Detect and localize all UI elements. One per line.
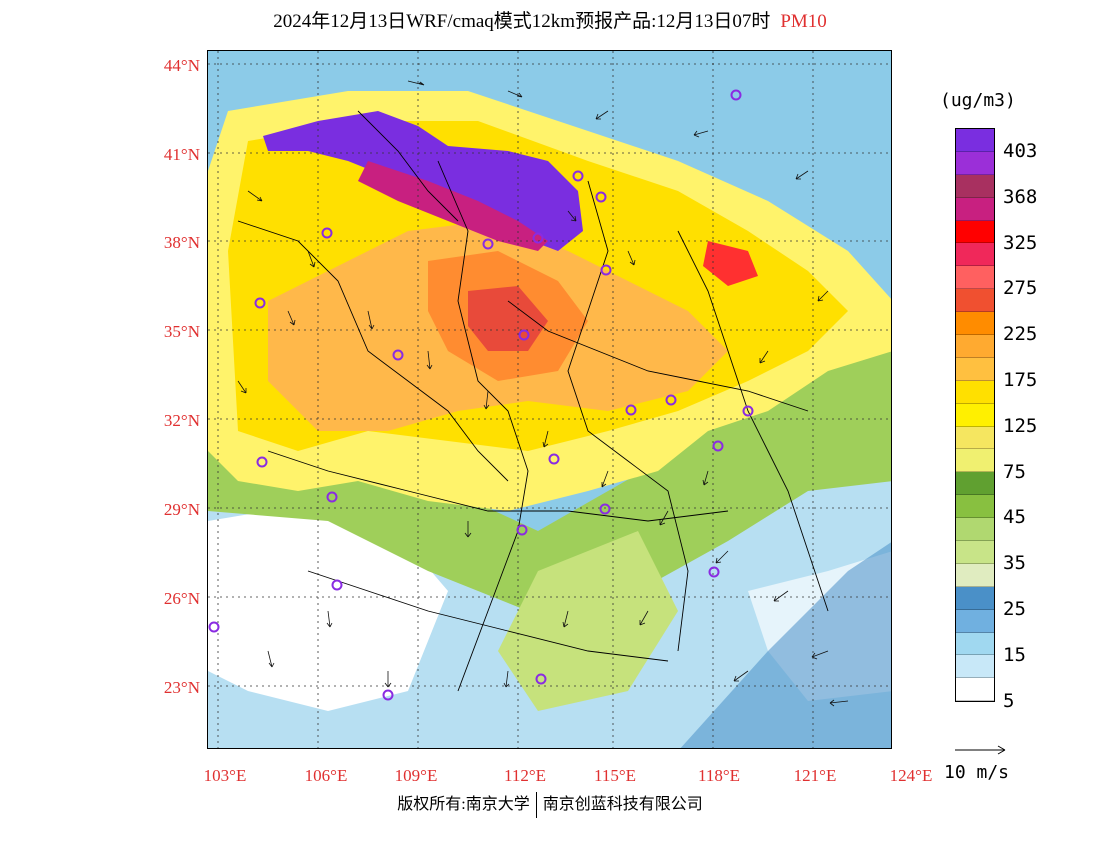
legend-swatch (956, 678, 994, 702)
legend-label: 15 (1003, 643, 1026, 666)
lon-label-121: 121°E (793, 766, 837, 785)
legend-swatch (956, 174, 994, 198)
legend-label: 403 (1003, 140, 1038, 162)
legend-label: 35 (1003, 552, 1026, 575)
wind-reference-arrow (955, 745, 1006, 755)
legend-swatch (956, 357, 994, 381)
legend-swatch (956, 266, 994, 290)
lat-label-23: 23°N (163, 678, 200, 697)
legend-label: 25 (1003, 598, 1026, 620)
legend-label: 275 (1003, 277, 1038, 300)
map-canvas (208, 51, 891, 748)
legend-swatch (956, 129, 994, 152)
legend-label: 225 (1003, 323, 1038, 346)
legend-swatch (956, 518, 994, 542)
lat-label-32: 32°N (163, 411, 200, 430)
legend-swatch (956, 472, 994, 496)
legend-label: 325 (1003, 231, 1038, 254)
legend-swatch (956, 335, 994, 358)
legend-swatch (956, 609, 994, 633)
legend-swatch (956, 586, 994, 610)
legend-label: 368 (1003, 185, 1038, 208)
lat-label-29: 29°N (163, 500, 200, 519)
legend-swatch (956, 495, 994, 519)
color-legend (955, 128, 995, 703)
lon-label-112: 112°E (503, 766, 547, 785)
lat-label-44: 44°N (163, 56, 200, 75)
legend-swatch (956, 380, 994, 404)
legend-swatch (956, 449, 994, 473)
lon-label-103: 103°E (203, 766, 247, 785)
lon-label-106: 106°E (304, 766, 348, 785)
copyright-footer: 版权所有:南京大学 南京创蓝科技有限公司 (0, 790, 1100, 819)
city-markers (208, 89, 754, 701)
wind-reference-label: 10 m/s (944, 762, 1010, 783)
legend-swatch (956, 312, 994, 336)
pollutant-name: PM10 (780, 11, 827, 32)
legend-unit: (ug/m3) (940, 90, 1016, 111)
wind-vectors (237, 80, 849, 707)
legend-swatch (956, 632, 994, 656)
copyright-left: 版权所有:南京大学 (397, 796, 530, 813)
lon-label-118: 118°E (697, 766, 741, 785)
legend-label: 5 (1003, 689, 1015, 712)
legend-label: 75 (1003, 460, 1026, 483)
legend-label: 175 (1003, 369, 1038, 391)
lon-label-115: 115°E (593, 766, 637, 785)
copyright-right: 南京创蓝科技有限公司 (542, 796, 703, 813)
title-main: 2024年12月13日WRF/cmaq模式12km预报产品:12月13日07时 (273, 11, 771, 32)
pm10-concentration-map (207, 50, 892, 749)
legend-swatch (956, 220, 994, 244)
lat-label-41: 41°N (163, 145, 200, 164)
legend-swatch (956, 403, 994, 427)
legend-swatch (956, 289, 994, 313)
lat-label-35: 35°N (163, 322, 200, 341)
legend-swatch (956, 655, 994, 679)
legend-label: 125 (1003, 414, 1038, 437)
legend-swatch (956, 563, 994, 587)
legend-swatch (956, 151, 994, 175)
lon-label-124: 124°E (889, 766, 933, 785)
legend-swatch (956, 197, 994, 221)
legend-swatch (956, 243, 994, 267)
legend-swatch (956, 541, 994, 564)
lat-label-38: 38°N (163, 233, 200, 252)
map-title: 2024年12月13日WRF/cmaq模式12km预报产品:12月13日07时 P… (0, 6, 1100, 33)
legend-label: 45 (1003, 506, 1026, 529)
lat-label-26: 26°N (163, 589, 200, 608)
lon-label-109: 109°E (394, 766, 438, 785)
legend-swatch (956, 426, 994, 450)
